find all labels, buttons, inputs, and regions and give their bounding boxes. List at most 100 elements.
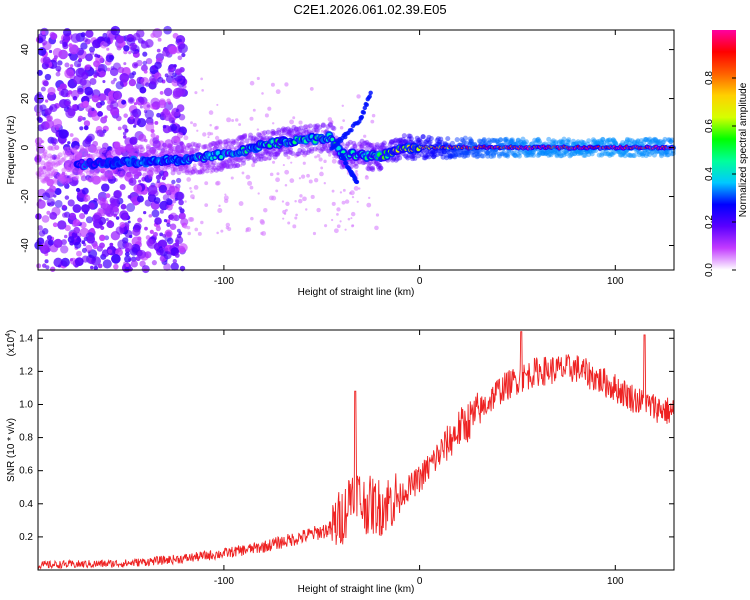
spectrogram-faint-point bbox=[215, 180, 221, 186]
spectrogram-halo-point bbox=[91, 174, 97, 180]
spectrogram-noise-point bbox=[140, 64, 148, 72]
spectrogram-noise-point bbox=[83, 125, 89, 131]
spectrogram-halo-point bbox=[189, 149, 195, 155]
spectrogram-halo-point bbox=[41, 169, 47, 175]
spectrogram-halo-point bbox=[352, 143, 358, 149]
spectrogram-faint-point bbox=[312, 231, 317, 236]
spectrogram-faint-point bbox=[276, 172, 280, 176]
spectrogram-halo-point bbox=[476, 138, 482, 144]
spectrogram-faint-point bbox=[186, 177, 192, 182]
spectrogram-halo-point bbox=[467, 142, 473, 148]
spectrogram-halo-point bbox=[68, 167, 74, 173]
spectrogram-noise-point bbox=[64, 68, 75, 79]
spectrogram-halo-point bbox=[542, 151, 548, 157]
spectrogram-halo-point bbox=[67, 146, 73, 152]
spectrogram-noise-point bbox=[159, 209, 164, 214]
spectrogram-faint-point bbox=[290, 161, 293, 164]
spectrogram-noise-point bbox=[160, 111, 165, 117]
spectrogram-halo-point bbox=[300, 131, 306, 137]
spectrogram-noise-point bbox=[154, 120, 159, 125]
spectrogram-noise-point bbox=[177, 43, 188, 54]
spectrogram-halo-point bbox=[40, 172, 46, 178]
spectrogram-halo-point bbox=[67, 152, 73, 158]
spectrogram-halo-point bbox=[225, 138, 231, 144]
spectrogram-halo-point bbox=[553, 139, 559, 145]
spectrogram-halo-point bbox=[390, 157, 396, 163]
spectrogram-halo-point bbox=[331, 125, 337, 131]
spectrogram-halo-point bbox=[462, 150, 468, 156]
spectrogram-halo-point bbox=[521, 140, 527, 146]
spectrogram-faint-point bbox=[294, 200, 297, 203]
spectrogram-noise-point bbox=[52, 138, 59, 145]
spectrogram-noise-point bbox=[172, 72, 177, 77]
spectrogram-x-tick-label: 0 bbox=[417, 276, 423, 287]
spectrogram-noise-point bbox=[166, 237, 174, 245]
spectrogram-halo-point bbox=[156, 145, 162, 151]
spectrogram-noise-point bbox=[67, 236, 75, 243]
spectrogram-halo-point bbox=[248, 132, 254, 138]
spectrogram-noise-point bbox=[169, 223, 177, 231]
spectrogram-halo-point bbox=[83, 152, 89, 158]
spectrogram-halo-point bbox=[306, 147, 312, 153]
spectrogram-halo-point bbox=[164, 150, 170, 156]
spectrogram-halo-point bbox=[63, 164, 69, 170]
snr-y-multiplier: (x104) bbox=[5, 330, 17, 357]
spectrogram-halo-point bbox=[620, 140, 626, 146]
spectrogram-halo-point bbox=[149, 167, 155, 173]
spectrogram-noise-point bbox=[137, 217, 143, 223]
spectrogram-halo-point bbox=[425, 137, 431, 143]
spectrogram-faint-point bbox=[302, 161, 306, 165]
spectrogram-noise-point bbox=[106, 104, 114, 112]
spectrogram-faint-point bbox=[222, 165, 226, 168]
spectrogram-noise-point bbox=[53, 238, 63, 248]
spectrogram-halo-point bbox=[441, 148, 447, 154]
spectrogram-halo-point bbox=[54, 145, 60, 151]
spectrogram-halo-point bbox=[221, 163, 227, 169]
spectrogram-halo-point bbox=[167, 143, 173, 149]
spectrogram-noise-point bbox=[50, 32, 58, 40]
spectrogram-halo-point bbox=[534, 138, 540, 144]
spectrogram-noise-point bbox=[143, 69, 148, 74]
spectrogram-noise-point bbox=[57, 60, 63, 66]
spectrogram-halo-point bbox=[282, 130, 288, 136]
spectrogram-faint-point bbox=[271, 122, 275, 125]
spectrogram-noise-point bbox=[82, 37, 88, 43]
spectrogram-halo-point bbox=[499, 151, 505, 157]
spectrogram-halo-point bbox=[103, 170, 109, 176]
spectrogram-halo-point bbox=[487, 151, 493, 157]
spectrogram-halo-point bbox=[599, 139, 605, 145]
spectrogram-halo-point bbox=[465, 150, 471, 156]
spectrogram-halo-point bbox=[90, 153, 96, 159]
spectrogram-halo-point bbox=[230, 138, 236, 144]
spectrogram-noise-point bbox=[97, 196, 107, 206]
spectrogram-noise-point bbox=[125, 263, 130, 267]
spectrogram-noise-point bbox=[81, 79, 92, 90]
spectrogram-halo-point bbox=[89, 171, 95, 177]
spectrogram-faint-point bbox=[297, 154, 300, 157]
spectrogram-faint-point bbox=[318, 157, 323, 162]
spectrogram-halo-point bbox=[430, 152, 436, 158]
spectrogram-faint-point bbox=[289, 178, 295, 183]
spectrogram-faint-point bbox=[375, 213, 380, 217]
spectrogram-faint-point bbox=[294, 154, 298, 158]
spectrogram-halo-point bbox=[198, 161, 204, 167]
spectrogram-halo-point bbox=[98, 153, 104, 159]
spectrogram-halo-point bbox=[566, 137, 572, 143]
spectrogram-noise-point bbox=[38, 198, 42, 202]
spectrogram-halo-point bbox=[215, 140, 221, 146]
spectrogram-halo-point bbox=[203, 143, 209, 149]
spectrogram-halo-point bbox=[607, 152, 613, 158]
spectrogram-halo-point bbox=[228, 160, 234, 166]
spectrogram-halo-point bbox=[626, 152, 632, 158]
spectrogram-halo-point bbox=[190, 141, 196, 147]
spectrogram-halo-point bbox=[575, 139, 581, 145]
spectrogram-halo-point bbox=[408, 153, 414, 159]
spectrogram-halo-point bbox=[528, 152, 534, 158]
spectrogram-noise-point bbox=[176, 177, 182, 184]
spectrogram-noise-point bbox=[154, 61, 162, 70]
spectrogram-halo-point bbox=[379, 142, 385, 148]
spectrogram-halo-point bbox=[169, 146, 175, 152]
spectrogram-halo-point bbox=[172, 166, 178, 172]
spectrogram-halo-point bbox=[461, 153, 467, 159]
spectrogram-halo-point bbox=[572, 151, 578, 157]
